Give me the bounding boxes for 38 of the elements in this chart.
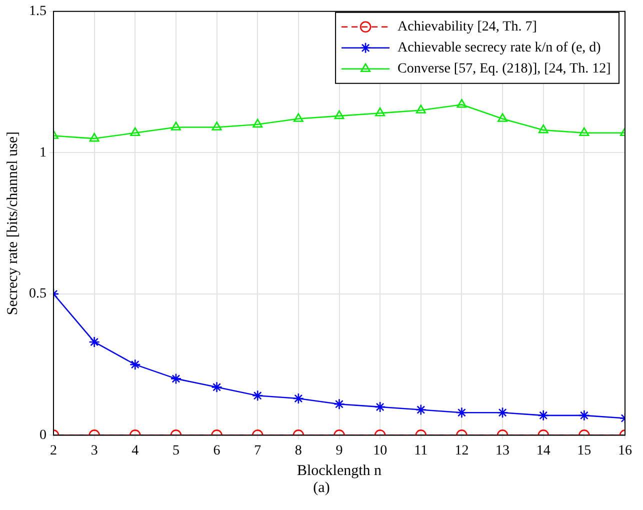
x-tick-label: 10 [373, 443, 388, 458]
y-tick-label: 0.5 [29, 286, 46, 302]
point [170, 122, 181, 130]
text: (a) [312, 480, 331, 497]
point [579, 127, 590, 136]
x-tick-label: 11 [414, 443, 428, 458]
point [293, 113, 304, 122]
point [498, 113, 508, 122]
point [212, 122, 222, 130]
point [334, 110, 344, 120]
x-tick-label: 2 [50, 443, 57, 458]
x-tick-label: 8 [294, 443, 302, 458]
x-tick-label: 9 [336, 443, 343, 458]
y-tick-label: 0 [40, 428, 46, 443]
x-tick-label: 3 [90, 443, 98, 458]
y-tick-label: 1 [40, 145, 46, 160]
legend-label: Converse [57, Eq. (218)], [24, Th. 12] [398, 62, 611, 77]
x-tick-label: 13 [496, 443, 510, 458]
point [375, 107, 386, 116]
point [130, 127, 140, 136]
x-tick-label: 15 [577, 443, 592, 458]
point [89, 132, 100, 142]
x-axis-title: Blocklength n [296, 462, 382, 479]
x-tick-label: 5 [172, 443, 180, 458]
point [456, 98, 467, 108]
point [252, 118, 263, 128]
y-axis-title: Secrecy rate [bits/channel use] [4, 131, 21, 316]
x-tick-label: 4 [132, 443, 139, 458]
x-tick-label: 16 [618, 443, 632, 458]
point [416, 104, 426, 114]
y-tick-label: 1.5 [29, 4, 46, 20]
point [538, 124, 548, 134]
legend-label: Achievability [24, Th. 7] [398, 20, 537, 35]
x-tick-label: 14 [536, 443, 550, 458]
legend-label: Achievable secrecy rate k/n of (e, d) [398, 40, 602, 56]
x-tick-label: 6 [213, 443, 220, 458]
x-tick-label: 12 [454, 443, 469, 458]
x-tick-label: 7 [254, 443, 262, 458]
